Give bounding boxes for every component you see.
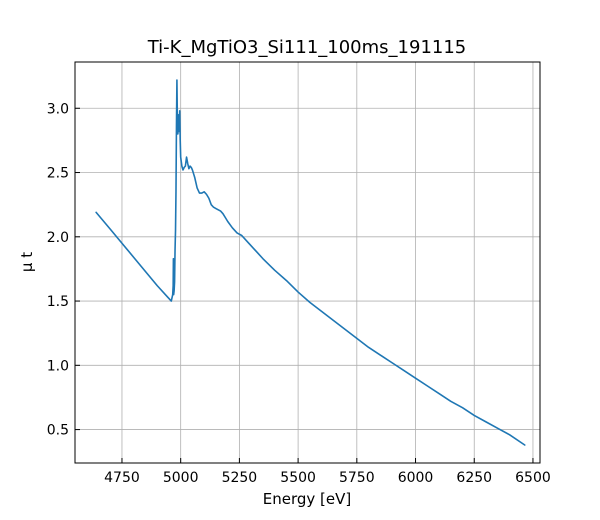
y-axis-label: μ t — [18, 252, 36, 272]
x-tick-label-7: 6500 — [515, 470, 551, 486]
y-tick-label-4: 2.5 — [47, 166, 69, 182]
x-tick-label-1: 5000 — [163, 470, 199, 486]
y-axis: 0.5 1.0 1.5 2.0 2.5 3.0 — [47, 101, 80, 439]
x-tick-label-3: 5500 — [280, 470, 316, 486]
x-tick-label-0: 4750 — [104, 470, 140, 486]
x-tick-label-2: 5250 — [222, 470, 258, 486]
y-tick-label-5: 3.0 — [47, 101, 69, 117]
chart-title: Ti-K_MgTiO3_Si111_100ms_191115 — [147, 37, 467, 58]
x-tick-label-4: 5750 — [339, 470, 375, 486]
grid — [75, 62, 540, 463]
series-line — [95, 79, 526, 446]
y-tick-label-1: 1.0 — [47, 358, 69, 374]
x-tick-label-5: 6000 — [398, 470, 434, 486]
y-tick-label-2: 1.5 — [47, 294, 69, 310]
plot-frame — [74, 61, 541, 464]
x-axis: 4750 5000 5250 5500 5750 6000 6250 6500 — [104, 458, 551, 486]
y-tick-label-0: 0.5 — [47, 423, 69, 439]
x-tick-label-6: 6250 — [456, 470, 492, 486]
y-tick-label-3: 2.0 — [47, 230, 69, 246]
x-axis-label: Energy [eV] — [263, 490, 351, 508]
